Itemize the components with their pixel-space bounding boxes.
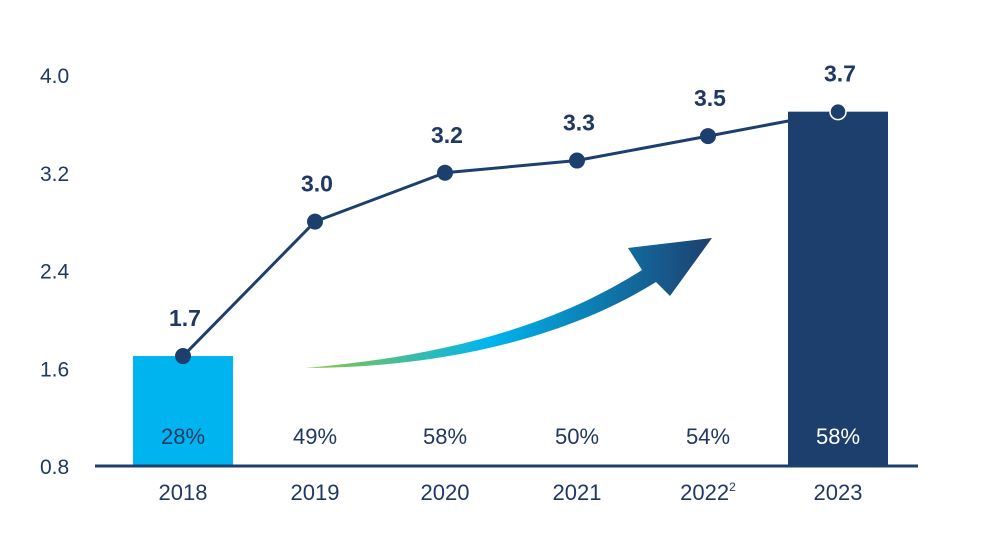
data-point [307, 213, 323, 230]
x-axis-labels: 2018 2019 2020 2021 20222 2023 [159, 480, 863, 505]
percent-label: 54% [686, 424, 730, 449]
percent-label: 58% [423, 424, 467, 449]
trend-arrow-icon [305, 238, 712, 368]
data-point [700, 128, 716, 145]
data-point [175, 348, 191, 365]
bar-2018 [133, 356, 233, 466]
value-label: 3.2 [431, 122, 463, 148]
percent-label: 58% [816, 424, 860, 449]
y-tick-label: 3.2 [40, 163, 69, 186]
value-label: 3.0 [301, 171, 333, 197]
value-labels: 1.7 3.0 3.2 3.3 3.5 3.7 [169, 61, 856, 331]
percent-labels: 28% 49% 58% 50% 54% 58% [161, 424, 860, 449]
x-tick-label: 2021 [553, 480, 602, 505]
percent-label: 50% [555, 424, 599, 449]
x-tick-label: 20222 [680, 480, 736, 505]
data-point [569, 152, 585, 169]
percent-label: 28% [161, 424, 205, 449]
value-label: 1.7 [169, 305, 201, 331]
value-label: 3.7 [824, 61, 856, 87]
x-tick-label: 2023 [814, 480, 863, 505]
x-tick-label: 2020 [421, 480, 470, 505]
data-point [437, 164, 453, 181]
y-tick-label: 4.0 [40, 65, 69, 88]
data-point [829, 102, 847, 121]
y-tick-label: 0.8 [40, 456, 69, 479]
y-tick-label: 2.4 [40, 261, 70, 284]
percent-label: 49% [293, 424, 337, 449]
x-tick-label: 2019 [291, 480, 340, 505]
bar-2023 [788, 111, 888, 466]
value-label: 3.3 [563, 110, 595, 136]
x-tick-label: 2018 [159, 480, 208, 505]
data-points [175, 102, 847, 365]
y-tick-label: 1.6 [40, 358, 69, 381]
y-axis-ticks: 0.8 1.6 2.4 3.2 4.0 [40, 65, 70, 479]
series-line [181, 110, 839, 358]
bars [133, 111, 888, 466]
value-label: 3.5 [694, 85, 726, 111]
